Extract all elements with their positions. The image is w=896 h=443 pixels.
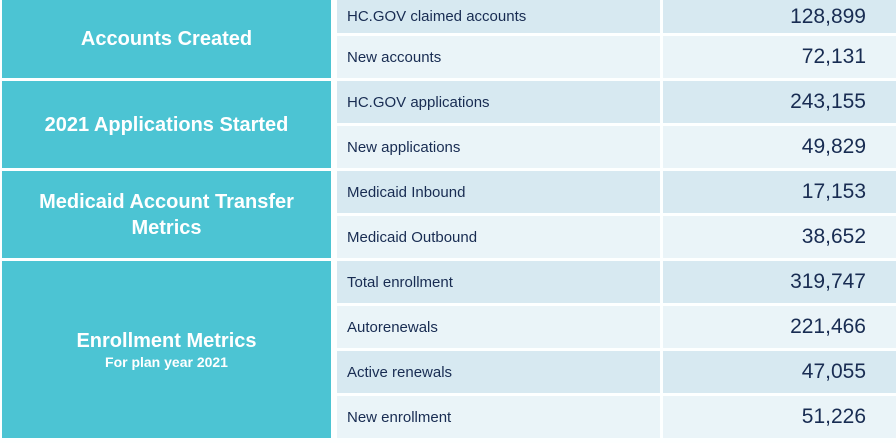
label-hcgov-applications: HC.GOV applications [337, 81, 660, 123]
value-new-accounts: 72,131 [663, 36, 896, 78]
value-new-enrollment: 51,226 [663, 396, 896, 438]
value-medicaid-outbound: 38,652 [663, 216, 896, 258]
section-header-medicaid-account-transfer-metrics: Medicaid Account Transfer Metrics [2, 171, 331, 258]
label-new-accounts: New accounts [337, 36, 660, 78]
label-autorenewals: Autorenewals [337, 306, 660, 348]
label-new-enrollment: New enrollment [337, 396, 660, 438]
label-total-enrollment: Total enrollment [337, 261, 660, 303]
value-autorenewals: 221,466 [663, 306, 896, 348]
section-header-accounts-created: Accounts Created [2, 0, 331, 78]
label-new-applications: New applications [337, 126, 660, 168]
value-hcgov-claimed-accounts: 128,899 [663, 0, 896, 33]
section-subtitle: For plan year 2021 [105, 354, 228, 371]
label-active-renewals: Active renewals [337, 351, 660, 393]
section-title: Medicaid Account Transfer Metrics [39, 190, 294, 239]
label-medicaid-outbound: Medicaid Outbound [337, 216, 660, 258]
value-hcgov-applications: 243,155 [663, 81, 896, 123]
value-total-enrollment: 319,747 [663, 261, 896, 303]
section-header-enrollment-metrics: Enrollment Metrics For plan year 2021 [2, 261, 331, 438]
section-title: 2021 Applications Started [44, 113, 289, 136]
label-hcgov-claimed-accounts: HC.GOV claimed accounts [337, 0, 660, 33]
section-title: Enrollment Metrics [76, 330, 257, 353]
value-active-renewals: 47,055 [663, 351, 896, 393]
value-medicaid-inbound: 17,153 [663, 171, 896, 213]
section-title: Accounts Created [80, 28, 253, 50]
label-medicaid-inbound: Medicaid Inbound [337, 171, 660, 213]
value-new-applications: 49,829 [663, 126, 896, 168]
section-header-2021-applications-started: 2021 Applications Started [2, 81, 331, 168]
